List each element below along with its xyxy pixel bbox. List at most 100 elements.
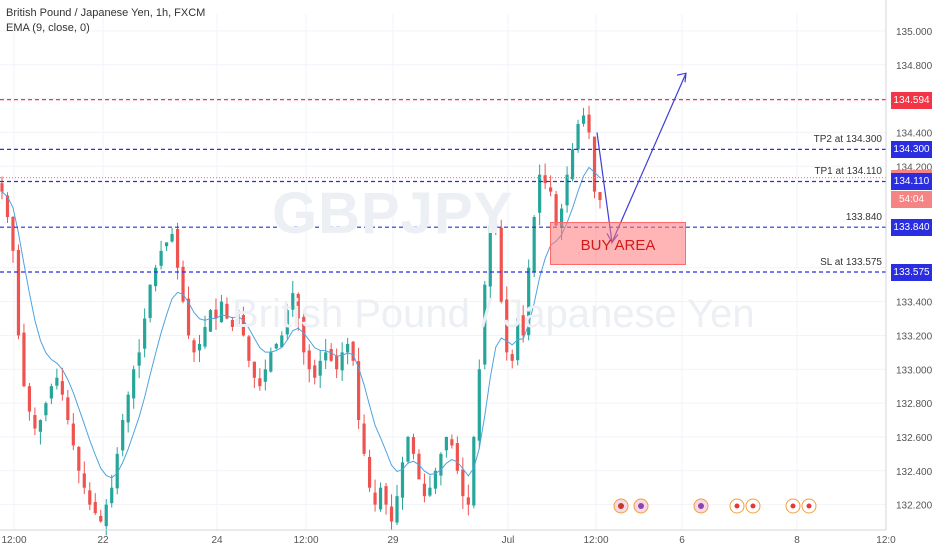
candle-body (66, 397, 70, 421)
candle-body (154, 267, 158, 287)
candle-body (192, 340, 196, 353)
level-label: 133.840 (845, 212, 882, 224)
candle-body (395, 496, 399, 523)
candle-body (49, 386, 53, 399)
candle-body (252, 361, 256, 378)
candle-body (521, 315, 525, 336)
candle-body (581, 115, 586, 124)
time-axis: 12:00 22 24 12:00 29 Jul 12:00 6 8 12:0 (0, 529, 896, 546)
candle-body (11, 216, 15, 251)
time-tick-label: 22 (97, 535, 109, 546)
flag-icon (633, 498, 649, 514)
price-level-tag[interactable]: 134.110 (891, 173, 932, 191)
countdown-badge: 54:04 (891, 191, 932, 208)
candle-body (422, 483, 427, 497)
candle-body (428, 487, 432, 496)
candle-body (466, 497, 470, 505)
time-tick-label: 12:0 (876, 535, 896, 546)
indicator-legend[interactable]: EMA (9, close, 0) (6, 22, 90, 34)
price-level-tag[interactable]: 134.300 (891, 141, 932, 159)
buy-area-zone[interactable]: BUY AREA (550, 222, 686, 265)
candle-body (175, 228, 180, 268)
candle-body (505, 299, 509, 353)
candle-body (143, 318, 147, 349)
price-tick-label: 134.800 (896, 61, 932, 72)
price-tick-label: 133.000 (896, 365, 932, 376)
watermark-ticker: GBPJPY (272, 181, 514, 246)
candle-body (115, 453, 119, 489)
candle-body (324, 352, 328, 361)
candle-body (0, 183, 4, 192)
candle-body (269, 352, 273, 372)
candle-body (197, 343, 202, 351)
candle-body (22, 332, 26, 387)
candle-body (225, 303, 229, 319)
candle-body (121, 420, 125, 451)
candle-body (318, 360, 322, 376)
candle-body (33, 415, 37, 429)
flag-icon (745, 498, 761, 514)
candle-body (538, 174, 542, 213)
candle-body (340, 352, 344, 371)
time-tick-label: 12:00 (1, 535, 26, 546)
candle-body (488, 225, 492, 287)
price-tick-label: 132.200 (896, 501, 932, 512)
time-tick-label: 8 (794, 535, 800, 546)
candle-body (263, 369, 267, 382)
symbol-title[interactable]: British Pound / Japanese Yen, 1h, FXCM (6, 7, 206, 19)
candle-body (307, 350, 311, 370)
candle-body (477, 369, 481, 441)
candle-body (164, 242, 169, 247)
candle-body (335, 356, 339, 370)
candle-body (346, 343, 350, 353)
candle-body (411, 437, 416, 454)
candle-body (406, 436, 410, 462)
price-level-tag[interactable]: 134.594 (891, 91, 932, 109)
candle-body (587, 114, 591, 133)
candle-body (93, 501, 97, 514)
candle-body (44, 403, 48, 416)
level-lines (0, 99, 886, 273)
flag-icon (785, 498, 801, 514)
candle-body (455, 443, 459, 471)
candle-body (450, 439, 454, 446)
candle-body (433, 470, 438, 489)
candle-body (313, 365, 317, 378)
time-tick-label: Jul (502, 535, 515, 546)
candle-body (82, 473, 86, 488)
price-tick-label: 133.400 (896, 298, 932, 309)
candle-body (203, 326, 207, 347)
candle-body (104, 504, 108, 527)
level-label: SL at 133.575 (820, 257, 882, 268)
candle-body (110, 487, 114, 504)
candle-body (570, 149, 575, 180)
candle-body (186, 298, 191, 336)
candle-body (296, 293, 300, 319)
candle-body (148, 284, 152, 318)
candle-body (60, 381, 64, 395)
price-tick-label: 135.000 (896, 27, 932, 38)
price-tick-label: 134.400 (896, 128, 932, 139)
price-level-tag[interactable]: 133.840 (891, 219, 932, 237)
candle-body (230, 319, 235, 327)
candle-body (373, 492, 377, 505)
candle-body (598, 192, 602, 201)
candle-body (357, 361, 361, 421)
candle-body (77, 446, 81, 471)
candle-body (219, 301, 224, 323)
price-tick-label: 132.400 (896, 467, 932, 478)
candle-body (444, 436, 448, 451)
candle-body (181, 266, 185, 302)
candle-body (559, 208, 564, 227)
arrow-head-icon (676, 72, 687, 83)
candle-body (565, 174, 569, 206)
price-level-tag[interactable]: 133.575 (891, 264, 932, 281)
candle-body (384, 486, 388, 505)
candle-body (378, 487, 383, 510)
candle-body (159, 250, 163, 266)
candle-body (527, 267, 531, 336)
candle-body (55, 377, 59, 386)
candle-body (549, 187, 553, 192)
candle-body (291, 293, 295, 310)
